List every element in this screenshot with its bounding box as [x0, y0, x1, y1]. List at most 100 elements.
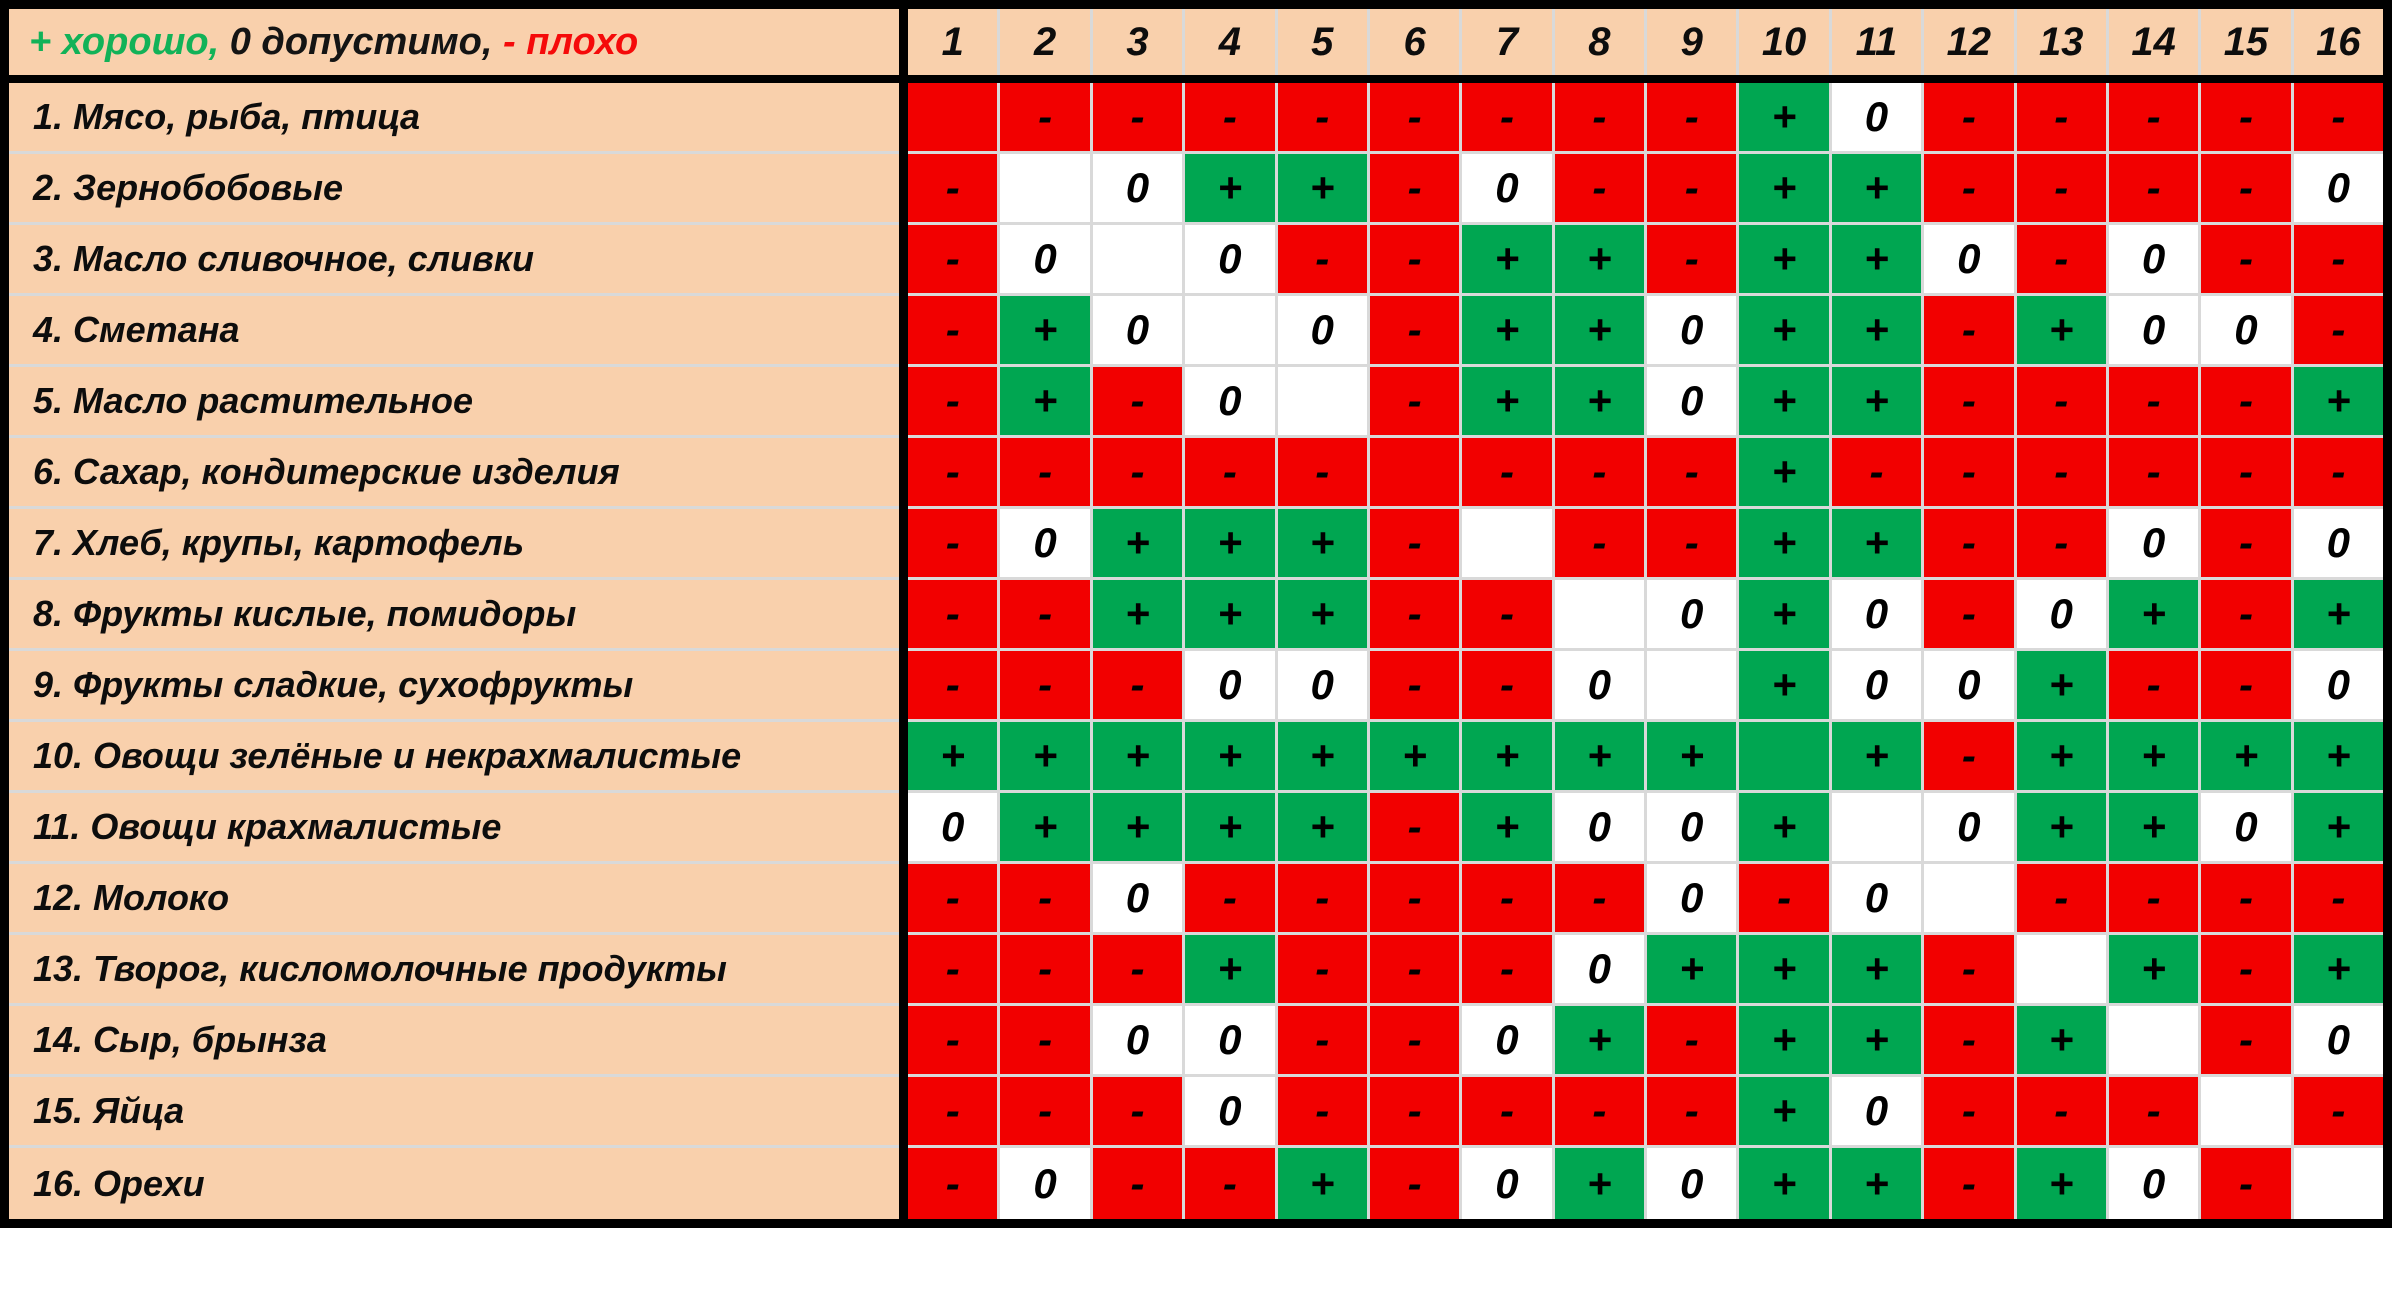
matrix-cell: - — [1924, 367, 2017, 438]
matrix-cell: 0 — [1647, 580, 1740, 651]
row-label: 7. Хлеб, крупы, картофель — [9, 509, 899, 580]
vertical-divider — [899, 1006, 908, 1077]
matrix-cell: - — [1462, 935, 1555, 1006]
vertical-divider — [899, 509, 908, 580]
matrix-cell: - — [1369, 367, 1463, 438]
column-header: 4 — [1185, 9, 1278, 75]
matrix-cell: - — [1462, 864, 1555, 935]
matrix-cell: - — [1647, 438, 1740, 509]
matrix-cell: - — [2108, 1077, 2202, 1148]
matrix-cell: - — [1277, 864, 1370, 935]
vertical-divider — [899, 225, 908, 296]
matrix-cell — [2201, 1077, 2294, 1148]
matrix-cell: + — [1462, 367, 1555, 438]
matrix-cell: - — [2293, 296, 2383, 367]
matrix-cell: - — [2201, 1148, 2294, 1219]
matrix-cell: - — [1092, 935, 1186, 1006]
matrix-cell: + — [2016, 722, 2109, 793]
matrix-cell: 0 — [1462, 1006, 1555, 1077]
matrix-cell: - — [1462, 1077, 1555, 1148]
matrix-cell: + — [1092, 722, 1186, 793]
matrix-cell: - — [1000, 1077, 1093, 1148]
matrix-cell: - — [2016, 154, 2109, 225]
matrix-cell: + — [1831, 1006, 1925, 1077]
matrix-cell: + — [1185, 509, 1278, 580]
table-row: 11. Овощи крахмалистые 0 + + + + - +0 0 +0 + +0 + — [9, 793, 2383, 864]
matrix-cell — [1369, 438, 1463, 509]
matrix-cell: + — [1277, 580, 1370, 651]
matrix-cell: 0 — [1092, 864, 1186, 935]
matrix-cell: - — [1924, 1148, 2017, 1219]
matrix-cell: - — [908, 935, 1001, 1006]
matrix-cell: + — [1831, 509, 1925, 580]
row-label: 2. Зернобобовые — [9, 154, 899, 225]
table-row: 16. Орехи -0- - + -0 +0 + + - +0- — [9, 1148, 2383, 1219]
matrix-cell: - — [908, 864, 1001, 935]
matrix-cell: - — [1462, 580, 1555, 651]
vertical-divider — [899, 296, 908, 367]
column-header: 6 — [1369, 9, 1463, 75]
column-header: 3 — [1092, 9, 1186, 75]
matrix-cell: 0 — [1092, 1006, 1186, 1077]
legend-bad: - плохо — [503, 20, 639, 63]
matrix-cell: 0 — [2293, 154, 2383, 225]
matrix-cell: - — [2201, 154, 2294, 225]
matrix-cell: 0 — [2293, 651, 2383, 722]
matrix-cell: + — [1000, 367, 1093, 438]
row-label: 6. Сахар, кондитерские изделия — [9, 438, 899, 509]
matrix-cell: + — [1554, 1148, 1647, 1219]
row-label: 4. Сметана — [9, 296, 899, 367]
matrix-cell: - — [1554, 1077, 1647, 1148]
matrix-cell: - — [1277, 225, 1370, 296]
matrix-cell: - — [1185, 438, 1278, 509]
matrix-cell: - — [1647, 225, 1740, 296]
matrix-cell: - — [1185, 864, 1278, 935]
matrix-cell: - — [2108, 154, 2202, 225]
matrix-cell: + — [1277, 154, 1370, 225]
row-label: 5. Масло растительное — [9, 367, 899, 438]
matrix-cell: - — [2016, 367, 2109, 438]
matrix-cell: - — [1092, 367, 1186, 438]
matrix-cell: + — [1185, 935, 1278, 1006]
matrix-cell: + — [1831, 225, 1925, 296]
matrix-cell: - — [2201, 83, 2294, 154]
matrix-cell: + — [1185, 580, 1278, 651]
matrix-cell: 0 — [1831, 651, 1925, 722]
vertical-divider — [899, 651, 908, 722]
matrix-cell: - — [2293, 83, 2383, 154]
matrix-cell: - — [1092, 1148, 1186, 1219]
table-row: 6. Сахар, кондитерские изделия - - - - - - - - + -… — [9, 438, 2383, 509]
matrix-cell: - — [1647, 1077, 1740, 1148]
column-header: 1 — [908, 9, 1001, 75]
matrix-cell: - — [1369, 651, 1463, 722]
column-header: 2 — [1000, 9, 1093, 75]
matrix-cell: + — [2293, 722, 2383, 793]
column-header: 13 — [2016, 9, 2109, 75]
matrix-cell: 0 — [1647, 793, 1740, 864]
vertical-divider — [899, 367, 908, 438]
matrix-cell: + — [1462, 793, 1555, 864]
matrix-cell: 0 — [2201, 296, 2294, 367]
matrix-cell — [2108, 1006, 2202, 1077]
matrix-cell: + — [1739, 296, 1832, 367]
matrix-cell: 0 — [1924, 225, 2017, 296]
matrix-cell: - — [1185, 1148, 1278, 1219]
table-row: 4. Сметана - +0 0- + +0 + + - +0 0- — [9, 296, 2383, 367]
matrix-cell: - — [908, 1148, 1001, 1219]
matrix-cell: + — [1831, 296, 1925, 367]
matrix-cell: - — [1462, 438, 1555, 509]
matrix-cell: - — [1462, 83, 1555, 154]
table-row: 3. Масло сливочное, сливки -0 0- - + + - + +0-0-… — [9, 225, 2383, 296]
matrix-cell: - — [1647, 1006, 1740, 1077]
matrix-cell: - — [2201, 580, 2294, 651]
vertical-divider — [899, 864, 908, 935]
matrix-cell: + — [1554, 367, 1647, 438]
matrix-cell: 0 — [1647, 1148, 1740, 1219]
matrix-cell: + — [1739, 793, 1832, 864]
row-label: 1. Мясо, рыба, птица — [9, 83, 899, 154]
matrix-cell: + — [1739, 509, 1832, 580]
matrix-cell: 0 — [1554, 935, 1647, 1006]
matrix-cell: + — [1462, 296, 1555, 367]
matrix-cell: - — [1369, 225, 1463, 296]
matrix-cell: 0 — [2201, 793, 2294, 864]
